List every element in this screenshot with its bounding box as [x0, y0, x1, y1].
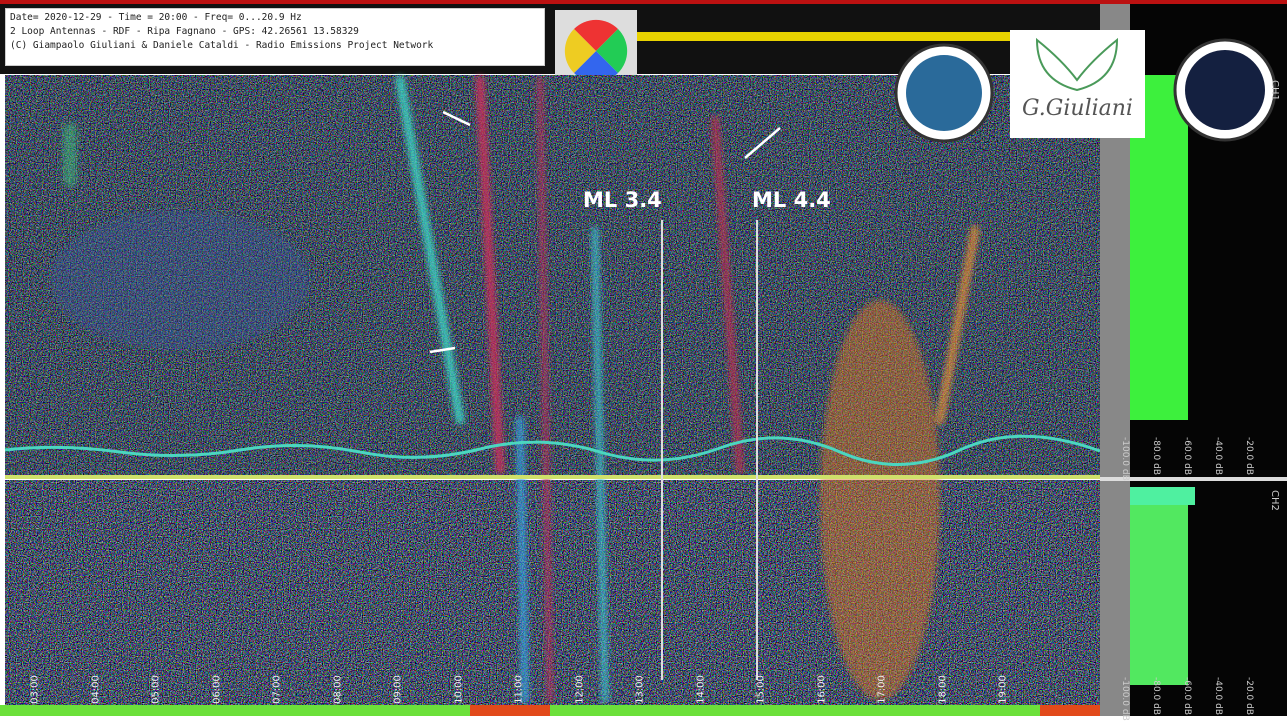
logo-text: G.Giuliani — [1010, 96, 1145, 121]
time-label: 14:00 — [695, 670, 706, 710]
channel-label: CH2 — [1269, 490, 1280, 511]
time-label: 09:00 — [393, 670, 404, 710]
level-label: -60.0 dB — [1182, 437, 1192, 475]
time-label: 16:00 — [816, 670, 827, 710]
level-label: -40.0 dB — [1213, 437, 1223, 475]
time-label: 07:00 — [272, 670, 283, 710]
annotation: ML 4.4 — [752, 188, 831, 212]
time-label: 13:00 — [635, 670, 646, 710]
time-label: 11:00 — [514, 670, 525, 710]
time-label: 06:00 — [211, 670, 222, 710]
time-label: 19:00 — [998, 670, 1009, 710]
channel-label: CH1 — [1269, 80, 1280, 101]
page: Date= 2020-12-29 - Time = 20:00 - Freq= … — [0, 0, 1287, 716]
level-label: -40.0 dB — [1213, 677, 1223, 715]
time-label: 08:00 — [332, 670, 343, 710]
level-label: -20.0 dB — [1244, 677, 1254, 715]
level-label: -80.0 dB — [1151, 437, 1161, 475]
time-label: 17:00 — [877, 670, 888, 710]
time-label: 12:00 — [574, 670, 585, 710]
time-label: 15:00 — [756, 670, 767, 710]
level-label: -80.0 dB — [1151, 677, 1161, 715]
level-label: -20.0 dB — [1244, 437, 1254, 475]
time-label: 10:00 — [453, 670, 464, 710]
time-label: 04:00 — [90, 670, 101, 710]
level-label: -60.0 dB — [1182, 677, 1192, 715]
level-label: -100.0 dB — [1120, 677, 1130, 721]
time-label: 03:00 — [30, 670, 41, 710]
level-label: -100.0 dB — [1120, 437, 1130, 481]
time-label: 05:00 — [151, 670, 162, 710]
annotation: ML 3.4 — [583, 188, 662, 212]
time-label: 18:00 — [937, 670, 948, 710]
